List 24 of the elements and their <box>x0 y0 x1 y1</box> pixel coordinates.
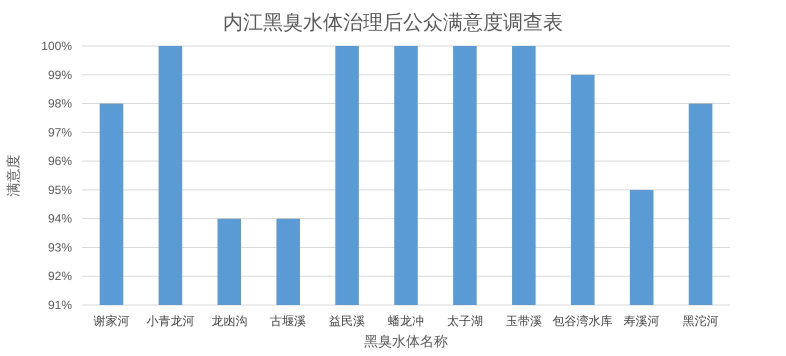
x-tick-label: 包谷湾水库 <box>552 314 613 328</box>
x-tick-label: 黑沱河 <box>682 314 719 328</box>
x-tick-label: 小青龙河 <box>146 314 194 328</box>
x-tick-label: 古堰溪 <box>270 314 306 328</box>
x-tick-label: 益民溪 <box>329 314 366 328</box>
y-tick-label: 99% <box>48 68 72 82</box>
x-tick-label: 玉带溪 <box>506 314 542 328</box>
y-axis-title: 满意度 <box>5 154 21 196</box>
y-tick-label: 100% <box>41 39 72 53</box>
y-tick-label: 96% <box>48 154 72 168</box>
y-tick-label: 93% <box>48 240 72 254</box>
y-tick-label: 98% <box>48 96 72 111</box>
x-tick-label: 寿溪河 <box>624 314 660 328</box>
chart-title: 内江黑臭水体治理后公众满意度调查表 <box>223 12 563 34</box>
x-axis-title: 黑臭水体名称 <box>364 333 448 349</box>
x-tick-label: 龙凼沟 <box>211 314 248 328</box>
x-tick-label: 蟠龙冲 <box>388 314 424 328</box>
y-tick-label: 92% <box>48 269 72 284</box>
x-tick-label: 谢家河 <box>93 314 130 328</box>
y-tick-label: 94% <box>48 212 72 226</box>
y-tick-label: 95% <box>48 182 72 197</box>
y-tick-label: 91% <box>48 298 72 312</box>
y-tick-label: 97% <box>48 125 72 140</box>
x-tick-label: 太子湖 <box>446 314 483 328</box>
